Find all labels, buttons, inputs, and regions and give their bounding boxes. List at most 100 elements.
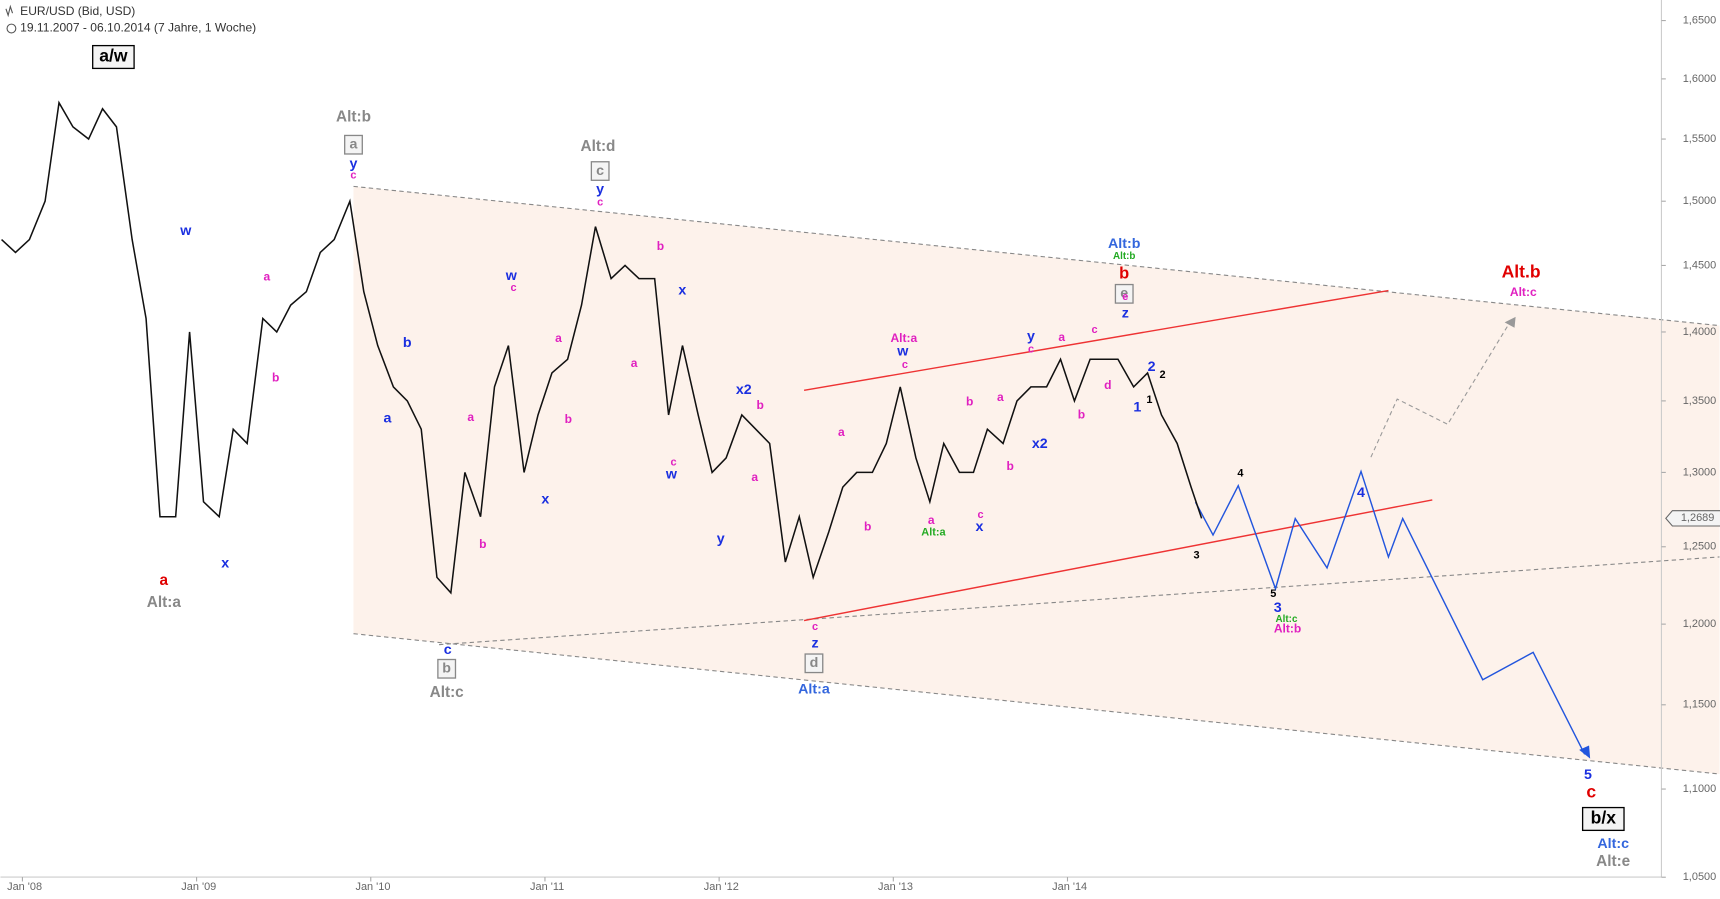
wave-label: Alt:b [336,108,371,125]
wave-label: 1 [1146,394,1152,406]
lower-trendline [353,633,1720,775]
wave-label: a [384,411,393,427]
wave-label: c [671,457,677,469]
wave-label: 5 [1270,588,1276,600]
wave-label: Alt:d [581,138,616,155]
y-tick-label: 1,5500 [1683,133,1717,145]
wave-label: Alt:e [1596,853,1630,870]
wave-label: w [179,223,192,239]
wave-label: Alt:c [1276,614,1298,625]
alt-projection-path [1370,319,1512,458]
wave-label-box [437,658,457,679]
wave-label: 3 [1194,550,1200,562]
wave-label: Alt:a [921,527,946,539]
y-tick-label: 1,6500 [1683,14,1717,26]
wave-label-box [1114,283,1134,304]
y-tick-label: 1,1000 [1683,783,1717,795]
wave-label: z [811,635,818,651]
wave-label: z [1122,305,1129,321]
wave-label: e [1120,286,1128,302]
wave-label: b [657,239,664,253]
x-tick-label: Jan '10 [355,881,390,893]
wave-label: b [442,661,451,677]
y-tick-label: 1,1500 [1683,699,1717,711]
y-tick-label: 1,5000 [1683,195,1717,207]
wave-label: Alt:b [1108,236,1141,252]
x-tick-label: Jan '09 [181,881,216,893]
wave-label: b [479,537,486,551]
wave-label: c [1028,344,1034,356]
wave-label-box [804,653,824,674]
wave-label: c [597,197,603,209]
wave-label: b [1007,459,1014,473]
wave-label: a [928,513,935,527]
projection-path [1194,469,1586,755]
wave-label: c [1586,781,1596,801]
y-tick-label: 1,2500 [1683,541,1717,553]
wave-label: y [717,531,725,547]
wave-label: y [350,156,358,172]
wave-label: a [350,136,359,152]
wave-label: d [1104,378,1111,392]
y-tick-label: 1,0500 [1683,871,1717,883]
wave-label: y [596,181,604,197]
wave-label: b [757,398,764,412]
wave-label: a [1058,330,1065,344]
channel-upper [803,289,1389,392]
wave-label-box [590,161,610,181]
wave-label: c [444,642,452,658]
wave-label: Alt:a [798,681,831,697]
wave-label: 3 [1274,600,1282,616]
price-tag-label: 1,2689 [1681,512,1715,524]
wave-label: a [751,470,758,484]
x-tick-label: Jan '11 [530,881,564,893]
wave-label: b [565,412,572,426]
wave-label-box [1581,806,1625,832]
wave-label: b/x [1591,808,1617,828]
wave-label: a/w [99,46,128,66]
wave-label: b [1078,408,1085,422]
wave-label: b [864,520,871,534]
wave-label: b [966,395,973,409]
wave-label: c [902,359,908,371]
projection-arrow [1579,745,1591,759]
wave-label: a [997,390,1004,404]
clock-icon [6,23,17,34]
chart-title: EUR/USD (Bid, USD) [20,4,135,18]
wave-label: Alt:c [1597,836,1629,852]
wave-label: 2 [1148,359,1156,375]
wave-label: c [978,509,984,521]
wave-label: b [1119,264,1129,282]
wave-label: a [160,572,169,589]
alt-projection-arrow [1504,316,1516,328]
wave-label: b [403,335,412,351]
wave-label: w [505,268,518,284]
wave-label: Alt:c [1510,285,1537,299]
mid-trendline [438,556,1720,646]
x-tick-label: Jan '14 [1052,881,1087,893]
wave-label: w [896,344,909,360]
wave-label: d [810,655,819,671]
y-tick-label: 1,3000 [1683,466,1717,478]
wave-label: Alt:a [147,594,182,611]
wave-label: x2 [736,382,752,398]
wave-label-box [344,134,363,155]
y-tick-label: 1,3500 [1683,395,1717,407]
price-line [1,100,1203,595]
wave-label: Alt:b [1113,251,1135,262]
wave-label: 5 [1584,767,1592,783]
x-tick-label: Jan '08 [7,881,42,893]
wave-label: x [221,555,229,571]
wave-label: c [596,163,604,179]
x-tick-label: Jan '12 [704,881,739,893]
channel-lower [803,499,1433,622]
wave-label: x [541,492,549,508]
wave-label: x [976,519,984,535]
chart-subtitle: 19.11.2007 - 06.10.2014 (7 Jahre, 1 Woch… [20,21,256,35]
wave-label: c [812,621,818,633]
wave-label: Alt.b [1502,262,1541,282]
y-tick-label: 1,4000 [1683,326,1717,338]
wave-label: 1 [1133,400,1141,416]
